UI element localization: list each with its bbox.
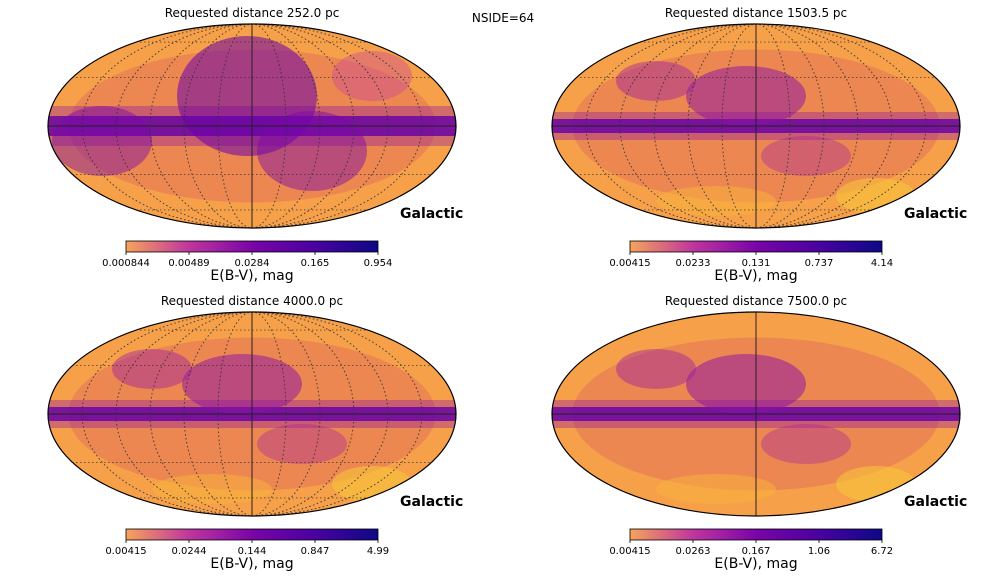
colorbar-label: E(B-V), mag xyxy=(210,556,293,572)
map-outline xyxy=(551,23,961,229)
colorbar-tick-label: 0.167 xyxy=(742,546,771,557)
map-panel-3: Requested distance 4000.0 pc Galactic 0.00… xyxy=(47,294,463,572)
map-panel-1: Requested distance 252.0 pc Galactic 0.000… xyxy=(47,6,463,284)
map-outline xyxy=(47,23,457,229)
coord-label: Galactic xyxy=(400,494,463,510)
colorbar-tick-label: 0.000844 xyxy=(102,258,150,269)
colorbar-tick-label: 6.72 xyxy=(871,546,893,557)
colorbar-tick-label: 0.0244 xyxy=(172,546,207,557)
colorbar-tick-label: 0.165 xyxy=(301,258,330,269)
colorbar-tick-label: 0.00415 xyxy=(105,546,146,557)
colorbar: 0.00415 0.0233 0.131 0.737 4.14 E(B-V), mag xyxy=(609,240,893,284)
colorbar: 0.00415 0.0263 0.167 1.06 6.72 E(B-V), mag xyxy=(609,528,893,572)
colorbar-tick-label: 0.0284 xyxy=(235,258,270,269)
colorbar-tick-label: 0.00415 xyxy=(609,546,650,557)
colorbar: 0.000844 0.00489 0.0284 0.165 0.954 E(B-V), m… xyxy=(102,240,393,284)
mollweide-map xyxy=(48,24,456,228)
colorbar-tick-label: 0.954 xyxy=(364,258,393,269)
colorbar-gradient xyxy=(125,240,379,253)
colorbar-tick-label: 4.99 xyxy=(367,546,389,557)
colorbar-tick-label: 1.06 xyxy=(808,546,830,557)
map-title: Requested distance 1503.5 pc xyxy=(665,6,847,20)
colorbar: 0.00415 0.0244 0.144 0.847 4.99 E(B-V), mag xyxy=(105,528,389,572)
coord-label: Galactic xyxy=(400,206,463,222)
colorbar-tick-label: 0.0233 xyxy=(676,258,711,269)
colorbar-label: E(B-V), mag xyxy=(714,268,797,284)
colorbar-tick-label: 0.144 xyxy=(238,546,267,557)
colorbar-tick-label: 0.0263 xyxy=(676,546,711,557)
coord-label: Galactic xyxy=(904,494,967,510)
mollweide-map xyxy=(552,312,960,516)
map-title: Requested distance 7500.0 pc xyxy=(665,294,847,308)
colorbar-label: E(B-V), mag xyxy=(714,556,797,572)
map-outline xyxy=(551,311,961,517)
map-panel-2: Requested distance 1503.5 pc Galactic 0.00… xyxy=(551,6,967,284)
colorbar-gradient xyxy=(125,528,379,541)
mollweide-map xyxy=(552,24,960,228)
map-title: Requested distance 252.0 pc xyxy=(165,6,340,20)
colorbar-tick-label: 0.737 xyxy=(805,258,834,269)
colorbar-tick-label: 0.131 xyxy=(742,258,771,269)
map-title: Requested distance 4000.0 pc xyxy=(161,294,343,308)
colorbar-tick-label: 0.847 xyxy=(301,546,330,557)
colorbar-tick-label: 0.00415 xyxy=(609,258,650,269)
map-panel-4: Requested distance 7500.0 pc Galactic 0.00… xyxy=(551,294,967,572)
coord-label: Galactic xyxy=(904,206,967,222)
colorbar-tick-label: 0.00489 xyxy=(168,258,209,269)
mollweide-map xyxy=(48,312,456,516)
colorbar-tick-label: 4.14 xyxy=(871,258,893,269)
colorbar-label: E(B-V), mag xyxy=(210,268,293,284)
map-outline xyxy=(47,311,457,517)
figure-suptitle: NSIDE=64 xyxy=(472,11,534,25)
colorbar-gradient xyxy=(629,528,883,541)
colorbar-gradient xyxy=(629,240,883,253)
